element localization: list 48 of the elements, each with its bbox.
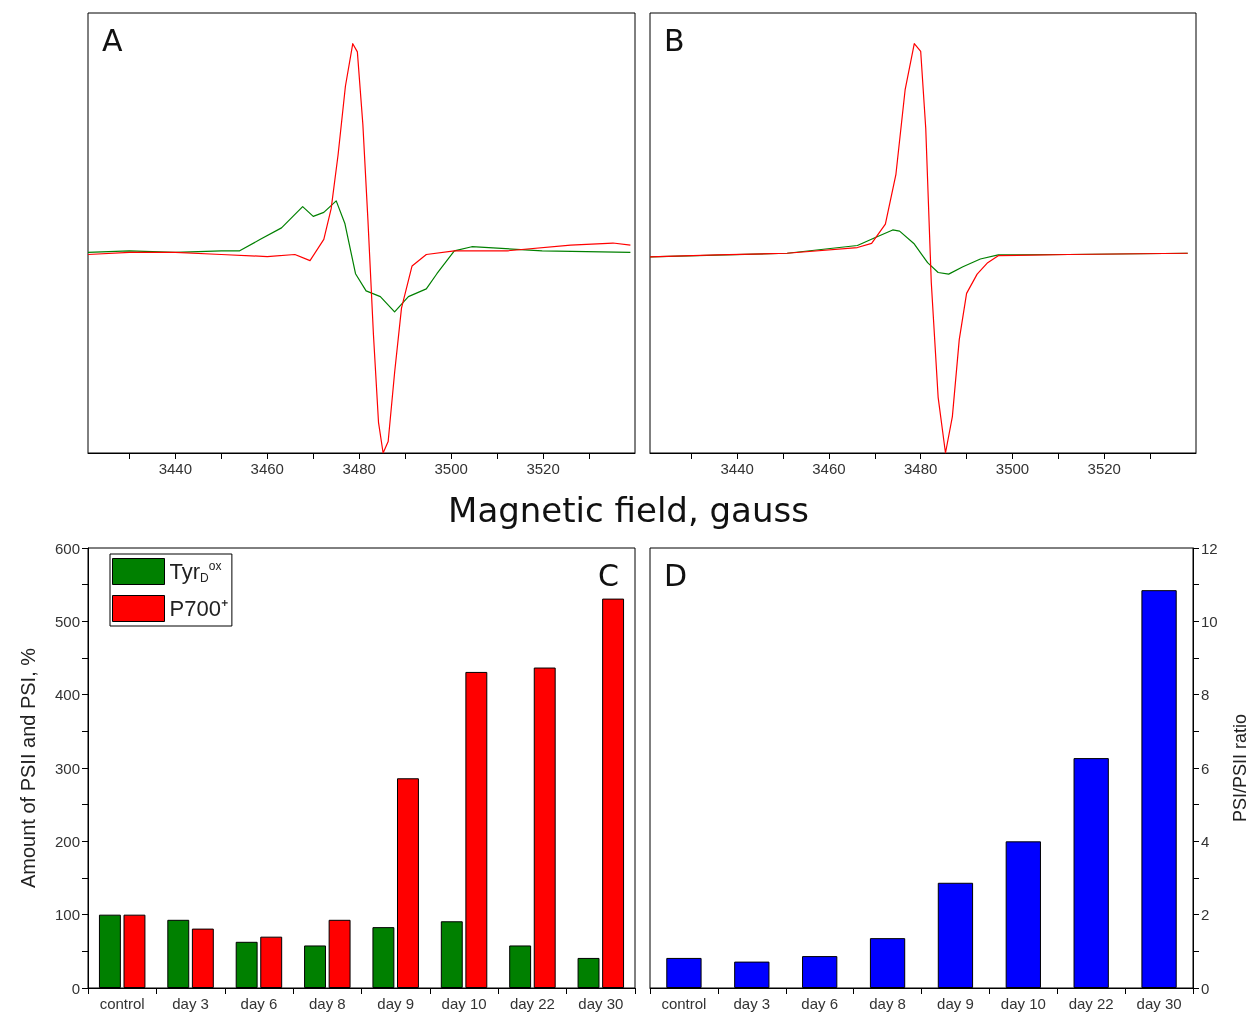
legend-label: P700⁺ xyxy=(169,596,228,621)
x-tick-label: day 9 xyxy=(937,995,974,1012)
y2-tick-label: 6 xyxy=(1201,759,1210,777)
x-tick-label: day 8 xyxy=(869,995,906,1012)
y2-axis-title: PSI/PSII ratio xyxy=(1230,713,1250,823)
y2-tick-label: 0 xyxy=(1201,979,1210,997)
y2-tick-label: 12 xyxy=(1201,539,1218,557)
annotation: B xyxy=(664,22,685,58)
x-tick-label: 3480 xyxy=(342,460,376,477)
y-tick-label: 0 xyxy=(71,979,80,997)
x-tick-label: 3460 xyxy=(812,460,846,477)
x-tick-label: day 9 xyxy=(377,995,415,1012)
y2-tick-label: 2 xyxy=(1201,906,1210,924)
y-tick-label: 400 xyxy=(54,686,80,704)
y2-tick-label: 10 xyxy=(1201,612,1218,630)
x-tick-label: control xyxy=(99,995,145,1012)
x-tick-label: day 6 xyxy=(240,995,278,1012)
x-tick-label: 3460 xyxy=(250,460,284,477)
y-tick-label: 100 xyxy=(54,906,80,924)
annotation: D xyxy=(664,557,688,593)
x-tick-label: control xyxy=(661,995,707,1012)
x-tick-label: 3480 xyxy=(904,460,938,477)
y2-tick-label: 4 xyxy=(1201,832,1210,850)
annotation: C xyxy=(598,557,620,593)
x-tick-label: day 3 xyxy=(172,995,209,1012)
y-tick-label: 300 xyxy=(54,759,80,777)
y-axis-title: Amount of PSII and PSI, % xyxy=(17,647,39,889)
x-tick-label: 3520 xyxy=(1087,460,1121,477)
x-tick-label: day 3 xyxy=(733,995,771,1012)
x-tick-label: day 8 xyxy=(308,995,346,1012)
y-tick-label: 500 xyxy=(54,612,80,630)
x-tick-label: day 30 xyxy=(1136,995,1182,1012)
x-tick-label: 3440 xyxy=(158,460,193,477)
x-tick-label: day 22 xyxy=(1068,995,1114,1012)
annotation: A xyxy=(102,22,123,58)
y-tick-label: 200 xyxy=(54,832,80,850)
x-tick-label: 3500 xyxy=(995,460,1030,477)
x-tick-label: day 22 xyxy=(509,995,555,1012)
x-tick-label: 3440 xyxy=(720,460,754,477)
y2-tick-label: 8 xyxy=(1201,686,1210,704)
x-tick-label: day 10 xyxy=(1000,995,1046,1012)
x-tick-label: day 30 xyxy=(578,995,624,1012)
x-tick-label: day 10 xyxy=(441,995,487,1012)
x-tick-label: 3520 xyxy=(526,460,560,477)
y-tick-label: 600 xyxy=(54,539,80,557)
x-tick-label: 3500 xyxy=(434,460,468,477)
x-axis-title: Magnetic field, gauss xyxy=(447,490,810,530)
x-tick-label: day 6 xyxy=(801,995,839,1012)
